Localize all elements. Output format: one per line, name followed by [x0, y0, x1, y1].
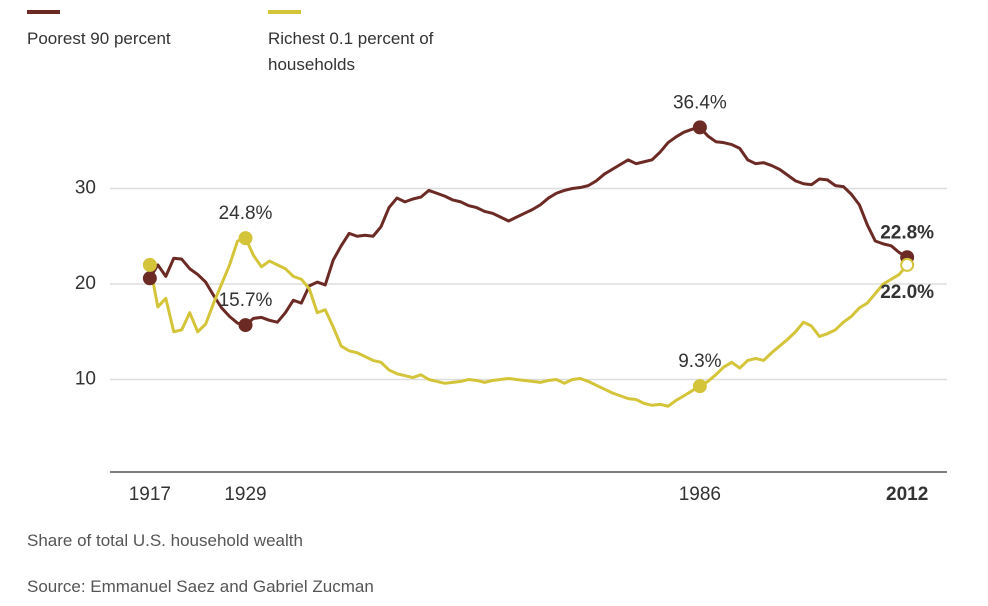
data-label: 15.7%	[219, 290, 273, 311]
legend-label: Richest 0.1 percent of households	[268, 29, 434, 74]
x-tick-label: 1929	[224, 484, 266, 505]
point	[238, 318, 253, 333]
point	[142, 271, 157, 286]
data-label: 22.0%	[880, 282, 934, 303]
x-tick-label: 2012	[886, 484, 928, 505]
y-tick-label: 30	[75, 178, 96, 199]
axis-label: Share of total U.S. household wealth	[27, 531, 303, 550]
point	[238, 231, 253, 246]
data-label: 36.4%	[673, 92, 727, 113]
x-tick-label: 1986	[679, 484, 721, 505]
point	[142, 257, 157, 272]
point	[692, 379, 707, 394]
data-label: 9.3%	[678, 351, 721, 372]
data-label: 24.8%	[219, 203, 273, 224]
y-tick-label: 10	[75, 369, 96, 390]
data-label: 22.8%	[880, 222, 934, 243]
y-tick-label: 20	[75, 273, 96, 294]
series-line	[148, 236, 909, 408]
x-tick-label: 1917	[129, 484, 171, 505]
series-line	[148, 125, 908, 327]
source: Source: Emmanuel Saez and Gabriel Zucman	[27, 577, 374, 596]
point	[900, 257, 915, 272]
point	[692, 120, 707, 135]
legend-label: Poorest 90 percent	[27, 29, 171, 48]
